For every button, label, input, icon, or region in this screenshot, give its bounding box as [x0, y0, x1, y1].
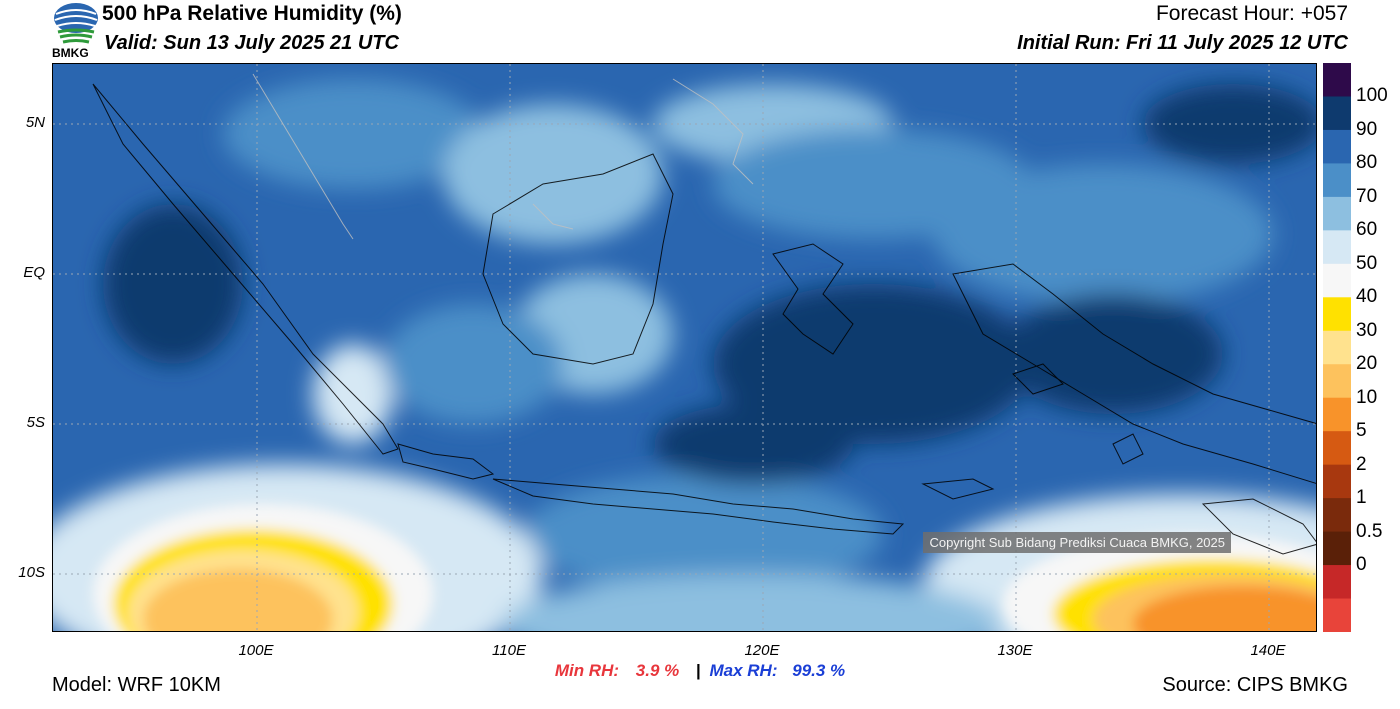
colorbar-segment: [1323, 598, 1351, 632]
colorbar-label: 30: [1356, 319, 1378, 341]
lon-label-130e: 130E: [997, 642, 1033, 659]
colorbar-label: 40: [1356, 286, 1378, 308]
colorbar-segment: [1323, 565, 1351, 600]
colorbar-segment: [1323, 129, 1351, 164]
colorbar-segment: [1323, 230, 1351, 265]
colorbar-label: 2: [1356, 453, 1367, 475]
lon-label-140e: 140E: [1250, 642, 1286, 659]
colorbar-segment: [1323, 364, 1351, 399]
valid-time: Valid: Sun 13 July 2025 21 UTC: [104, 32, 399, 54]
max-rh-label: Max RH:: [709, 661, 778, 680]
colorbar-segment: [1323, 196, 1351, 231]
rh-stats: Min RH: 3.9 % | Max RH: 99.3 %: [0, 661, 1400, 681]
lon-label-120e: 120E: [744, 642, 780, 659]
colorbar-segment: [1323, 63, 1351, 97]
colorbar-label: 60: [1356, 219, 1378, 241]
min-rh-value: 3.9 %: [635, 661, 680, 680]
colorbar-segment: [1323, 163, 1351, 198]
humidity-map: Copyright Sub Bidang Prediksi Cuaca BMKG…: [52, 63, 1317, 632]
lon-label-100e: 100E: [238, 642, 274, 659]
colorbar-segment: [1323, 263, 1351, 298]
bmkg-logo: [52, 2, 100, 60]
colorbar-label: 0.5: [1356, 520, 1383, 542]
min-rh-label: Min RH:: [554, 661, 620, 680]
forecast-hour: Forecast Hour: +057: [1155, 2, 1348, 25]
colorbar-segment: [1323, 96, 1351, 131]
colorbar-label: 80: [1356, 152, 1378, 174]
colorbar-label: 70: [1356, 185, 1378, 207]
colorbar-segment: [1323, 498, 1351, 533]
colorbar-segment: [1323, 397, 1351, 432]
max-rh-value: 99.3 %: [792, 661, 846, 680]
lat-label-10s: 10S: [18, 564, 45, 581]
initial-run: Initial Run: Fri 11 July 2025 12 UTC: [1017, 32, 1348, 54]
map-title: 500 hPa Relative Humidity (%): [102, 2, 402, 25]
colorbar-segment: [1323, 464, 1351, 499]
humidity-field: [53, 64, 1316, 631]
colorbar: [1323, 63, 1351, 632]
colorbar-label: 0: [1356, 554, 1367, 576]
colorbar-label: 1: [1356, 487, 1367, 509]
colorbar-label: 50: [1356, 252, 1378, 274]
colorbar-segment: [1323, 330, 1351, 365]
logo-text: BMKG: [52, 46, 89, 60]
colorbar-label: 5: [1356, 420, 1367, 442]
colorbar-label: 90: [1356, 118, 1378, 140]
copyright-notice: Copyright Sub Bidang Prediksi Cuaca BMKG…: [923, 532, 1231, 553]
lon-label-110e: 110E: [492, 642, 526, 659]
lat-label-5n: 5N: [25, 114, 45, 131]
colorbar-label: 10: [1356, 386, 1378, 408]
colorbar-label: 20: [1356, 353, 1378, 375]
lat-label-5s: 5S: [26, 414, 45, 431]
colorbar-segment: [1323, 431, 1351, 466]
colorbar-label: 100: [1356, 85, 1388, 107]
model-info: Model: WRF 10KM: [52, 674, 221, 696]
colorbar-segment: [1323, 531, 1351, 566]
colorbar-segment: [1323, 297, 1351, 332]
lat-label-eq: EQ: [23, 264, 45, 281]
source-info: Source: CIPS BMKG: [1162, 674, 1348, 696]
stats-separator: |: [695, 661, 701, 680]
